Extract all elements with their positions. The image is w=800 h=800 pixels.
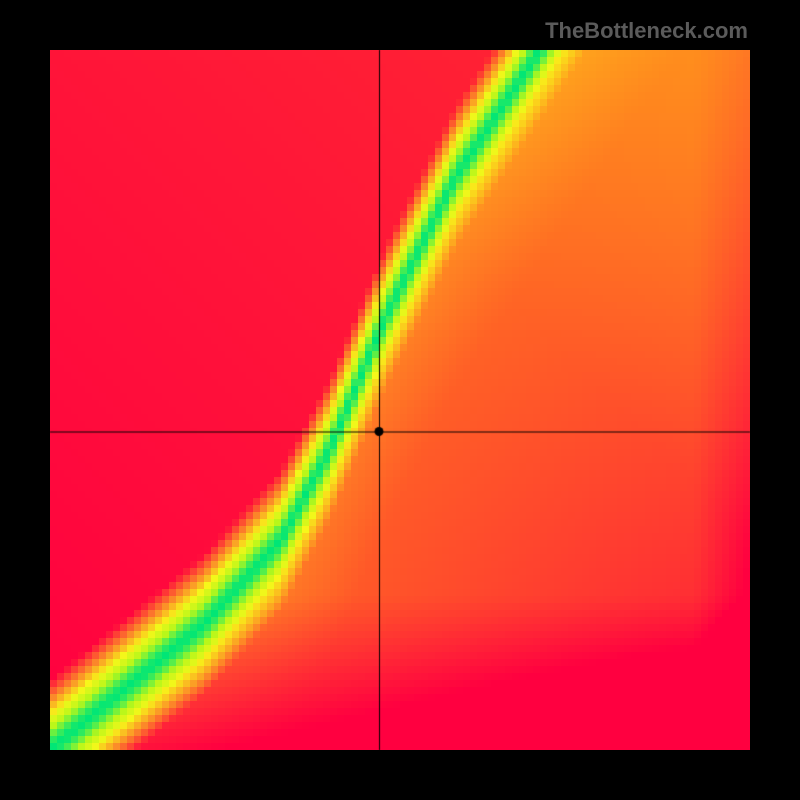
bottleneck-heatmap [50,50,750,750]
figure-root: TheBottleneck.com [0,0,800,800]
watermark-text: TheBottleneck.com [545,18,748,44]
